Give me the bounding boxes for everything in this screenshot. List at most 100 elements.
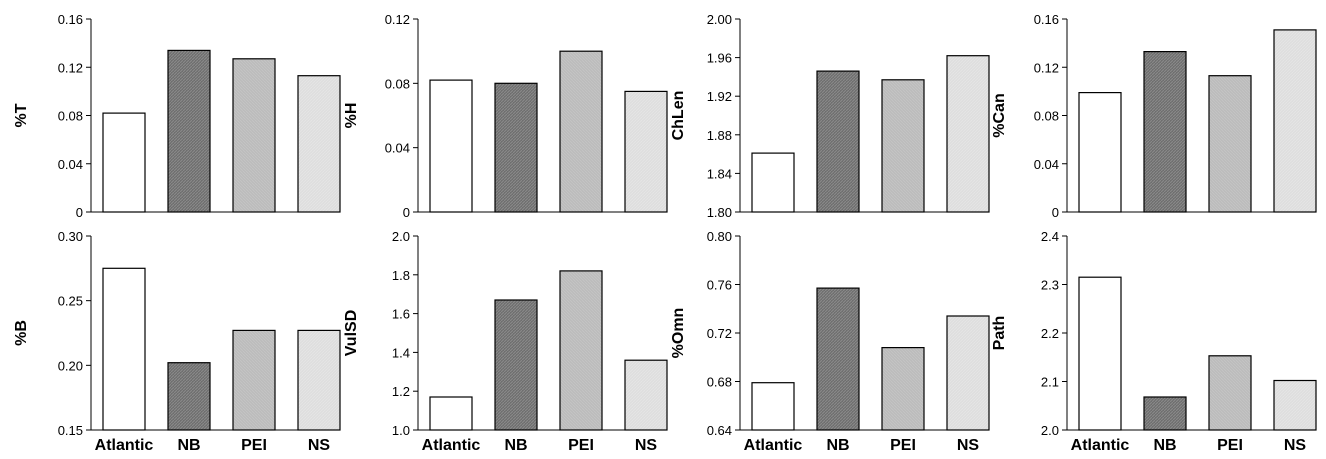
x-tick-label: PEI (1217, 437, 1243, 454)
y-tick-label: 0 (1052, 205, 1059, 220)
y-axis-label: VulSD (343, 310, 360, 357)
y-tick-label: 1.92 (707, 89, 732, 104)
x-tick-label: NB (1153, 437, 1176, 454)
bar-atlantic (429, 79, 473, 213)
y-tick-label: 2.0 (392, 229, 410, 244)
x-tick-label: NS (635, 437, 658, 454)
y-tick-label: 0.12 (58, 60, 83, 75)
bar-pei (1208, 355, 1252, 431)
y-tick-label: 0.12 (385, 12, 410, 27)
chart-panel-pct-b: 0.15 0.20 0.25 0.30 Atlantic NB PEI NS %B (13, 229, 341, 454)
x-tick-label: Atlantic (1071, 437, 1130, 454)
x-tick-label: Atlantic (422, 437, 481, 454)
y-tick-label: 0.76 (707, 278, 732, 293)
y-tick-label: 0.15 (58, 423, 83, 438)
chart-panel-chlen: 1.80 1.84 1.88 1.92 1.96 2.00 ChLen (670, 12, 990, 220)
y-tick-label: 2.4 (1041, 229, 1059, 244)
bar-atlantic (751, 152, 795, 213)
bar-pei (559, 50, 603, 213)
x-tick-label: NB (177, 437, 200, 454)
chart-panel-vulsd: 1.0 1.2 1.4 1.6 1.8 2.0 Atlantic NB PEI NS VulSD (343, 229, 668, 454)
bar-nb (1143, 396, 1187, 431)
bar-ns (946, 315, 990, 431)
bar-ns (946, 55, 990, 213)
y-axis-label: %H (343, 103, 360, 129)
y-tick-label: 0.08 (58, 109, 83, 124)
x-tick-label: PEI (568, 437, 594, 454)
y-tick-label: 1.2 (392, 384, 410, 399)
bar-atlantic (1078, 91, 1122, 213)
bar-pei (1208, 75, 1252, 213)
bar-nb (816, 70, 860, 213)
x-tick-label: NB (504, 437, 527, 454)
y-tick-label: 0.68 (707, 375, 732, 390)
bar-pei (232, 329, 276, 431)
y-tick-label: 0.08 (385, 76, 410, 91)
y-tick-label: 1.84 (707, 166, 732, 181)
y-tick-label: 2.00 (707, 12, 732, 27)
y-axis-label: %B (13, 320, 30, 346)
y-tick-label: 0.72 (707, 326, 732, 341)
y-axis-label: Path (991, 316, 1008, 351)
bar-nb (816, 287, 860, 431)
bar-ns (1273, 379, 1317, 431)
bar-ns (297, 329, 341, 431)
y-tick-label: 0.80 (707, 229, 732, 244)
bar-atlantic (751, 382, 795, 431)
x-tick-label: NS (308, 437, 331, 454)
y-tick-label: 2.3 (1041, 278, 1059, 293)
y-tick-label: 1.80 (707, 205, 732, 220)
y-tick-label: 0.04 (1034, 157, 1059, 172)
bar-ns (624, 90, 668, 213)
x-tick-label: PEI (241, 437, 267, 454)
bar-pei (881, 347, 925, 431)
chart-panel-pct-t: 0 0.04 0.08 0.12 0.16 %T (13, 12, 341, 220)
y-tick-label: 1.8 (392, 268, 410, 283)
x-tick-label: NS (1284, 437, 1307, 454)
bar-nb (167, 362, 211, 431)
bar-nb (1143, 50, 1187, 213)
x-tick-label: PEI (890, 437, 916, 454)
bar-atlantic (102, 112, 146, 213)
bar-atlantic (1078, 276, 1122, 431)
chart-panel-path: 2.0 2.1 2.2 2.3 2.4 Atlantic NB PEI NS Path (991, 229, 1317, 454)
y-tick-label: 0.16 (1034, 12, 1059, 27)
y-axis-label: ChLen (670, 91, 687, 141)
y-tick-label: 2.0 (1041, 423, 1059, 438)
y-tick-label: 0.64 (707, 423, 732, 438)
y-tick-label: 0.25 (58, 294, 83, 309)
y-tick-label: 1.4 (392, 345, 410, 360)
bar-atlantic (102, 267, 146, 431)
x-tick-label: Atlantic (744, 437, 803, 454)
y-tick-label: 0.04 (385, 141, 410, 156)
y-tick-label: 1.96 (707, 51, 732, 66)
y-tick-label: 1.88 (707, 128, 732, 143)
y-tick-label: 0.08 (1034, 109, 1059, 124)
bar-nb (494, 82, 538, 213)
chart-panel-pct-omn: 0.64 0.68 0.72 0.76 0.80 Atlantic NB PEI NS %Omn (670, 229, 990, 454)
y-axis-label: %T (13, 103, 30, 127)
bar-pei (559, 270, 603, 431)
x-tick-label: NB (826, 437, 849, 454)
y-tick-label: 0.16 (58, 12, 83, 27)
y-tick-label: 1.0 (392, 423, 410, 438)
y-axis-label: %Omn (670, 308, 687, 359)
x-tick-label: Atlantic (95, 437, 154, 454)
bar-nb (167, 49, 211, 213)
chart-panel-pct-h: 0 0.04 0.08 0.12 %H (343, 12, 668, 220)
y-tick-label: 0.30 (58, 229, 83, 244)
bar-ns (1273, 29, 1317, 213)
y-tick-label: 0.04 (58, 157, 83, 172)
y-axis-label: %Can (991, 93, 1008, 137)
chart-panel-pct-can: 0 0.04 0.08 0.12 0.16 %Can (991, 12, 1317, 220)
x-tick-label: NS (957, 437, 980, 454)
bar-ns (624, 359, 668, 431)
y-tick-label: 0 (76, 205, 83, 220)
y-tick-label: 0 (403, 205, 410, 220)
y-tick-label: 1.6 (392, 307, 410, 322)
y-tick-label: 2.2 (1041, 326, 1059, 341)
bar-nb (494, 299, 538, 431)
y-tick-label: 0.20 (58, 358, 83, 373)
bar-pei (232, 58, 276, 213)
